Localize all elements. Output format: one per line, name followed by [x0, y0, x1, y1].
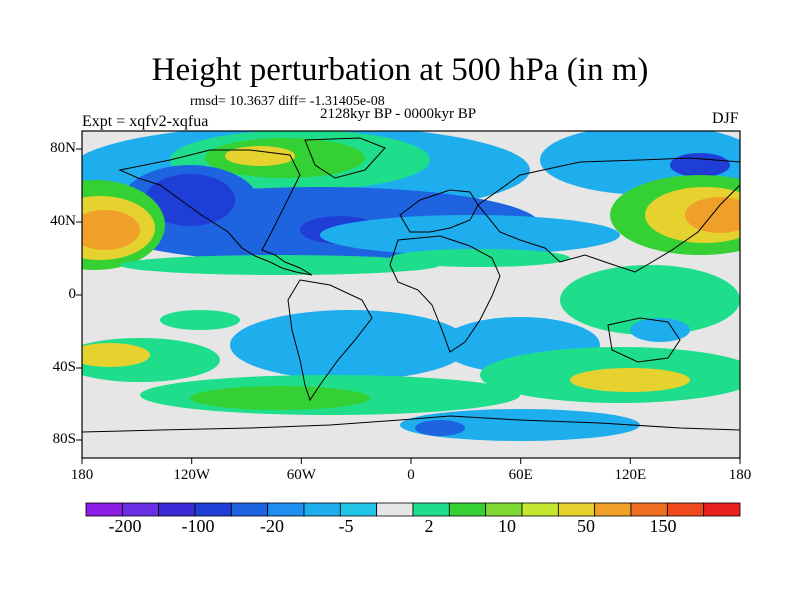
coastline-layer: [81, 137, 741, 433]
sp-belt-strong-positive: [82, 343, 150, 367]
lat-label-40s: 40S: [52, 359, 76, 375]
lon-label-120w: 120W: [173, 467, 211, 483]
pacific-strong-negative: [145, 174, 235, 226]
colorbar-swatch: [303, 502, 341, 517]
colorbar-swatch: [485, 502, 523, 517]
colorbar-swatch: [121, 502, 160, 517]
colorbar-swatch: [85, 502, 123, 517]
arctic-strong-positive: [225, 146, 295, 166]
eurasia-weak-negative: [320, 215, 620, 255]
colorbar-label: 150: [649, 516, 677, 536]
chart-title: Height perturbation at 500 hPa (in m): [151, 52, 649, 88]
colorbar-label: -20: [260, 516, 284, 536]
colorbar-swatch: [158, 502, 196, 517]
colorbar-swatch: [230, 502, 269, 517]
colorbar-label: -200: [108, 516, 142, 536]
aus-weak-negative: [630, 318, 690, 342]
colorbar-swatch: [594, 502, 632, 517]
colorbar-swatch: [267, 502, 305, 517]
lon-label-180w: 180: [70, 467, 94, 483]
colorbar-label: -100: [181, 516, 215, 536]
australia-coast: [607, 317, 681, 363]
lon-label-0: 0: [407, 467, 415, 483]
stats-line: rmsd= 10.3637 diff= -1.31405e-08: [190, 94, 385, 109]
axis-ticks: [76, 148, 741, 464]
lon-label-180e: 180: [728, 467, 752, 483]
colorbar-swatch: [703, 502, 741, 517]
colorbar: [85, 502, 741, 517]
colorbar-swatch: [666, 502, 705, 517]
colorbar-label: -5: [338, 516, 354, 536]
colorbar-swatch: [557, 502, 596, 517]
lat-label-80s: 80S: [52, 431, 76, 447]
lon-label-120e: 120E: [614, 467, 647, 483]
experiment-label: Expt = xqfv2-xqfua: [82, 113, 209, 130]
africa-coast: [389, 235, 501, 353]
lon-label-60w: 60W: [286, 467, 316, 483]
sa-belt-positive: [190, 386, 370, 410]
antarctica-coast: [81, 415, 741, 433]
north-america-coast: [118, 149, 313, 276]
ne-strong-negative: [670, 153, 730, 177]
maritime-weak-positive: [560, 265, 740, 335]
tropic-weak-positive-west: [120, 255, 440, 275]
west-max-positive: [82, 210, 140, 250]
colorbar-swatch: [339, 502, 378, 517]
colorbar-label: 50: [577, 516, 595, 536]
colorbar-label: 2: [424, 516, 434, 536]
colorbar-swatch: [448, 502, 487, 517]
lat-label-40n: 40N: [50, 213, 76, 229]
colorbar-swatch: [630, 502, 668, 517]
tropic-weak-positive-east: [390, 249, 570, 267]
south-america-coast: [287, 279, 373, 402]
colorbar-swatch: [376, 502, 414, 517]
field-layer: [82, 131, 740, 458]
sa-weak-negative: [230, 310, 470, 380]
europe-coast: [399, 189, 479, 233]
io-belt-strong-positive: [570, 368, 690, 392]
season-label: DJF: [712, 110, 739, 127]
asia-coast: [477, 157, 741, 273]
lat-label-80n: 80N: [50, 140, 76, 156]
east-max-positive: [685, 197, 740, 233]
period-label: 2128kyr BP - 0000kyr BP: [320, 106, 477, 122]
sp-weak-positive: [160, 310, 240, 330]
colorbar-swatch: [521, 502, 559, 517]
polar-negative: [415, 420, 465, 436]
lon-label-60e: 60E: [508, 467, 533, 483]
lat-label-0: 0: [68, 286, 77, 302]
colorbar-swatch: [412, 502, 450, 517]
greenland-coast: [304, 137, 386, 179]
colorbar-label: 10: [498, 516, 516, 536]
colorbar-swatch: [194, 502, 232, 517]
